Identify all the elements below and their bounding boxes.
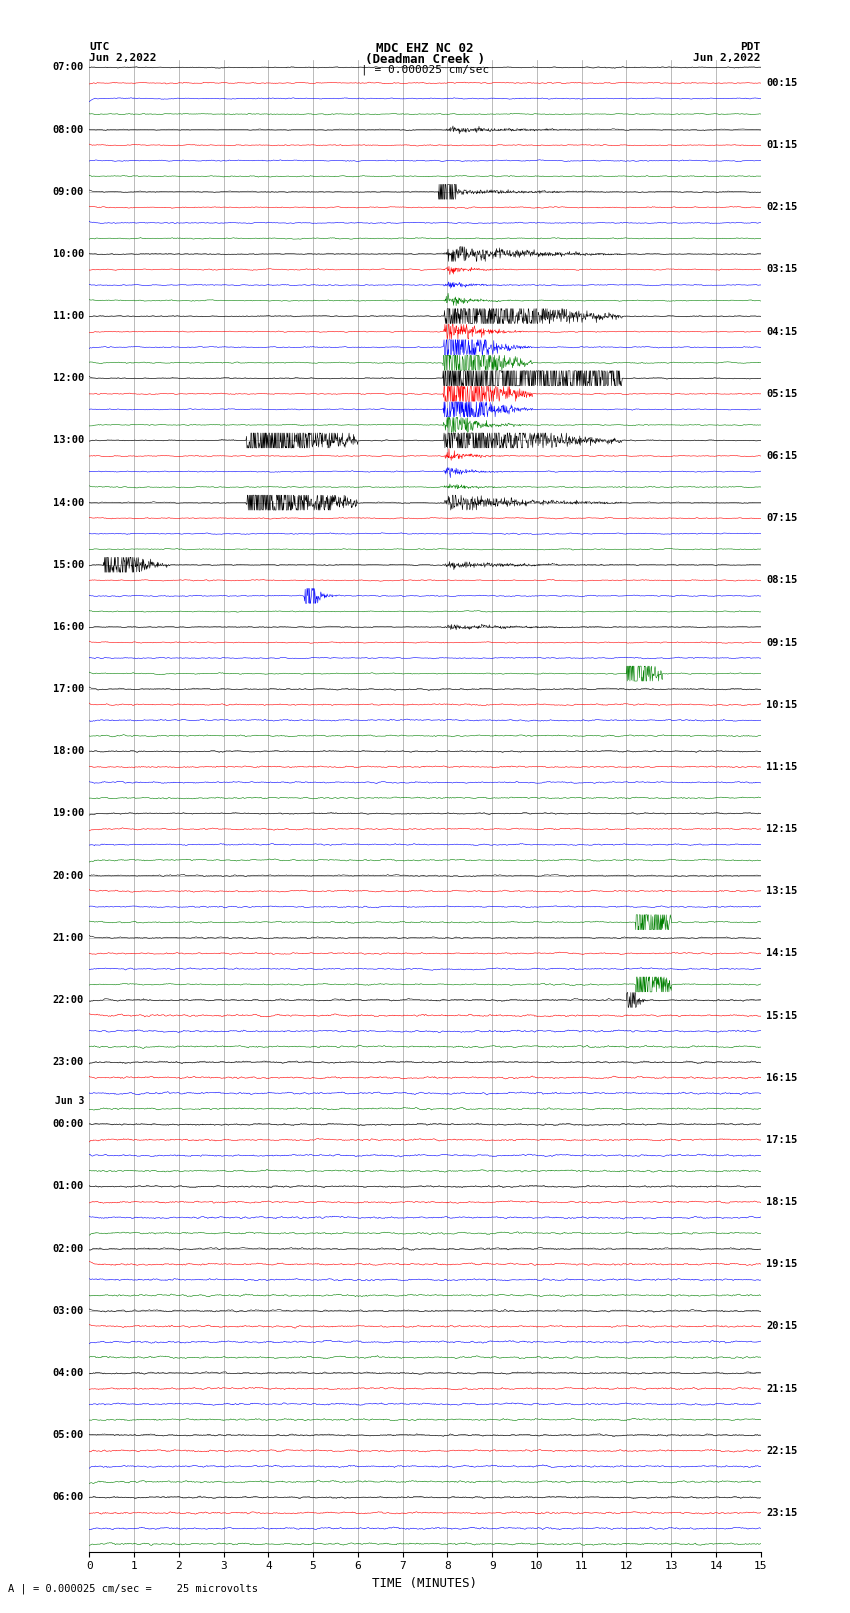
Text: 14:15: 14:15 [766, 948, 797, 958]
Text: 23:00: 23:00 [53, 1057, 84, 1068]
Text: 17:15: 17:15 [766, 1136, 797, 1145]
Text: MDC EHZ NC 02: MDC EHZ NC 02 [377, 42, 473, 55]
Text: 21:15: 21:15 [766, 1384, 797, 1394]
Text: 13:15: 13:15 [766, 886, 797, 897]
Text: 17:00: 17:00 [53, 684, 84, 694]
Text: 08:15: 08:15 [766, 576, 797, 586]
Text: 18:15: 18:15 [766, 1197, 797, 1207]
Text: 00:00: 00:00 [53, 1119, 84, 1129]
Text: 06:00: 06:00 [53, 1492, 84, 1502]
Text: 12:00: 12:00 [53, 373, 84, 384]
Text: PDT: PDT [740, 42, 761, 52]
Text: 03:15: 03:15 [766, 265, 797, 274]
Text: 22:00: 22:00 [53, 995, 84, 1005]
Text: 04:15: 04:15 [766, 327, 797, 337]
Text: 06:15: 06:15 [766, 452, 797, 461]
Text: 15:00: 15:00 [53, 560, 84, 569]
Text: 19:00: 19:00 [53, 808, 84, 818]
Text: 09:00: 09:00 [53, 187, 84, 197]
Text: 02:00: 02:00 [53, 1244, 84, 1253]
Text: 13:00: 13:00 [53, 436, 84, 445]
Text: 22:15: 22:15 [766, 1445, 797, 1455]
Text: A | = 0.000025 cm/sec =    25 microvolts: A | = 0.000025 cm/sec = 25 microvolts [8, 1582, 258, 1594]
Text: 04:00: 04:00 [53, 1368, 84, 1378]
Text: 09:15: 09:15 [766, 637, 797, 647]
X-axis label: TIME (MINUTES): TIME (MINUTES) [372, 1578, 478, 1590]
Text: 10:15: 10:15 [766, 700, 797, 710]
Text: 20:00: 20:00 [53, 871, 84, 881]
Text: UTC: UTC [89, 42, 110, 52]
Text: 23:15: 23:15 [766, 1508, 797, 1518]
Text: Jun 2,2022: Jun 2,2022 [694, 53, 761, 63]
Text: 01:15: 01:15 [766, 140, 797, 150]
Text: 12:15: 12:15 [766, 824, 797, 834]
Text: 07:15: 07:15 [766, 513, 797, 523]
Text: 21:00: 21:00 [53, 932, 84, 944]
Text: 16:00: 16:00 [53, 623, 84, 632]
Text: 00:15: 00:15 [766, 77, 797, 89]
Text: (Deadman Creek ): (Deadman Creek ) [365, 53, 485, 66]
Text: 18:00: 18:00 [53, 747, 84, 756]
Text: 08:00: 08:00 [53, 124, 84, 134]
Text: 20:15: 20:15 [766, 1321, 797, 1331]
Text: Jun 2,2022: Jun 2,2022 [89, 53, 156, 63]
Text: 07:00: 07:00 [53, 63, 84, 73]
Text: Jun 3: Jun 3 [54, 1095, 84, 1107]
Text: 11:00: 11:00 [53, 311, 84, 321]
Text: | = 0.000025 cm/sec: | = 0.000025 cm/sec [361, 65, 489, 76]
Text: 02:15: 02:15 [766, 202, 797, 213]
Text: 19:15: 19:15 [766, 1260, 797, 1269]
Text: 01:00: 01:00 [53, 1181, 84, 1192]
Text: 05:00: 05:00 [53, 1431, 84, 1440]
Text: 16:15: 16:15 [766, 1073, 797, 1082]
Text: 10:00: 10:00 [53, 248, 84, 260]
Text: 14:00: 14:00 [53, 498, 84, 508]
Text: 15:15: 15:15 [766, 1010, 797, 1021]
Text: 05:15: 05:15 [766, 389, 797, 398]
Text: 03:00: 03:00 [53, 1307, 84, 1316]
Text: 11:15: 11:15 [766, 761, 797, 773]
